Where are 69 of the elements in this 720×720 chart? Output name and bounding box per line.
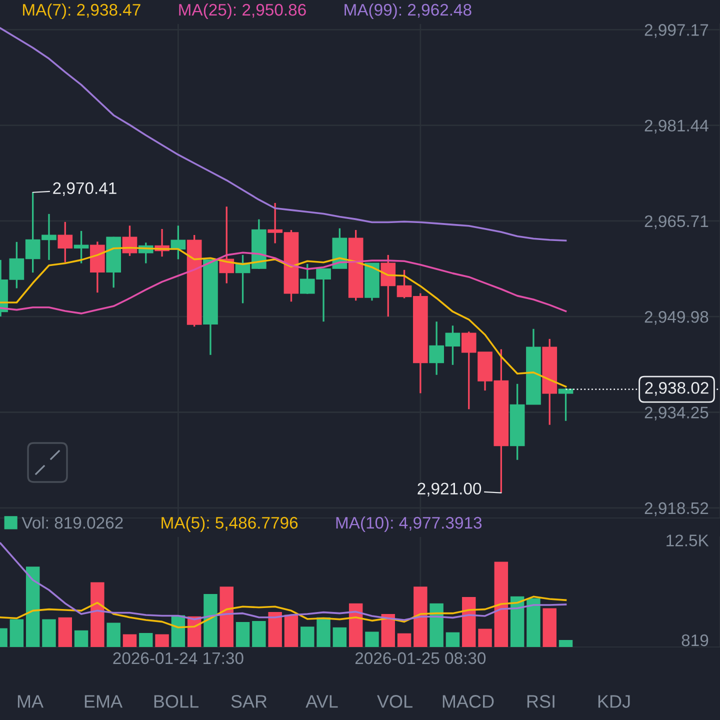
bar (106, 622, 120, 647)
text: MA(5): 5,486.7796 (162, 516, 298, 532)
candlestick (170, 224, 186, 260)
line-series (0, 542, 567, 621)
text: MA (18, 695, 44, 708)
text: MA(99): 2,962.48 (344, 3, 472, 19)
bar (74, 630, 88, 647)
bar (10, 619, 24, 647)
bar (268, 612, 282, 647)
y-tick-label: 2,949.98 (644, 311, 708, 325)
x-tick-label: 2026-01-24 17:30 (113, 652, 244, 664)
bar (155, 634, 169, 647)
y-tick-label: 819 (682, 634, 708, 646)
bar (284, 614, 298, 647)
y-tick-label: 2,965.71 (644, 215, 708, 230)
text: VOL (377, 695, 412, 708)
bar (414, 586, 428, 647)
bar (381, 614, 395, 647)
bar (397, 633, 412, 647)
text: MA(25): 2,950.86 (179, 3, 306, 19)
bar (510, 596, 524, 647)
y-tick-label: 12.5K (666, 534, 709, 546)
y-tick-label: 2,934.25 (644, 406, 708, 420)
candlestick (558, 387, 574, 422)
bar (139, 632, 153, 647)
text: KDJ (598, 695, 630, 708)
text: BOLL (154, 695, 198, 708)
bar (446, 632, 460, 647)
legend-label: Vol: 819.0262 (22, 516, 123, 529)
bar (332, 627, 347, 647)
bar (58, 617, 72, 647)
bar (494, 562, 508, 647)
bar (365, 632, 379, 647)
text: SAR (231, 695, 267, 708)
bar (26, 566, 40, 647)
bar (526, 598, 540, 647)
bar (462, 597, 476, 647)
bar (348, 603, 363, 647)
bar (300, 626, 314, 647)
text: EMA (84, 695, 123, 708)
bar (430, 603, 444, 647)
text: MACD (442, 695, 494, 708)
bar (542, 608, 556, 647)
text: MA(10): 4,977.3913 (336, 516, 482, 532)
bar (90, 582, 104, 647)
annotation: 2,970.41 (53, 182, 116, 196)
ref-line-label: 2,938.02 (645, 382, 708, 396)
candlestick (74, 230, 89, 264)
x-tick-label: 2026-01-25 08:30 (355, 652, 486, 664)
y-tick-label: 2,981.44 (644, 120, 708, 134)
annotation: 2,921.00 (418, 482, 482, 496)
y-tick-label: 2,918.52 (644, 502, 708, 516)
text: RSI (527, 695, 554, 708)
bar (316, 617, 330, 647)
line-series (0, 252, 567, 314)
bar (252, 621, 266, 647)
bar (478, 628, 492, 647)
bar (558, 640, 573, 647)
bar (220, 586, 234, 647)
text: AVL (306, 695, 338, 708)
bar (42, 619, 56, 647)
line-series (0, 27, 567, 242)
line-series (0, 596, 567, 628)
bar (122, 634, 137, 647)
candlestick (58, 221, 73, 264)
bar (236, 622, 250, 647)
text: MA(7): 2,938.47 (23, 3, 140, 19)
y-tick-label: 2,997.17 (644, 24, 708, 38)
bar (204, 594, 218, 647)
